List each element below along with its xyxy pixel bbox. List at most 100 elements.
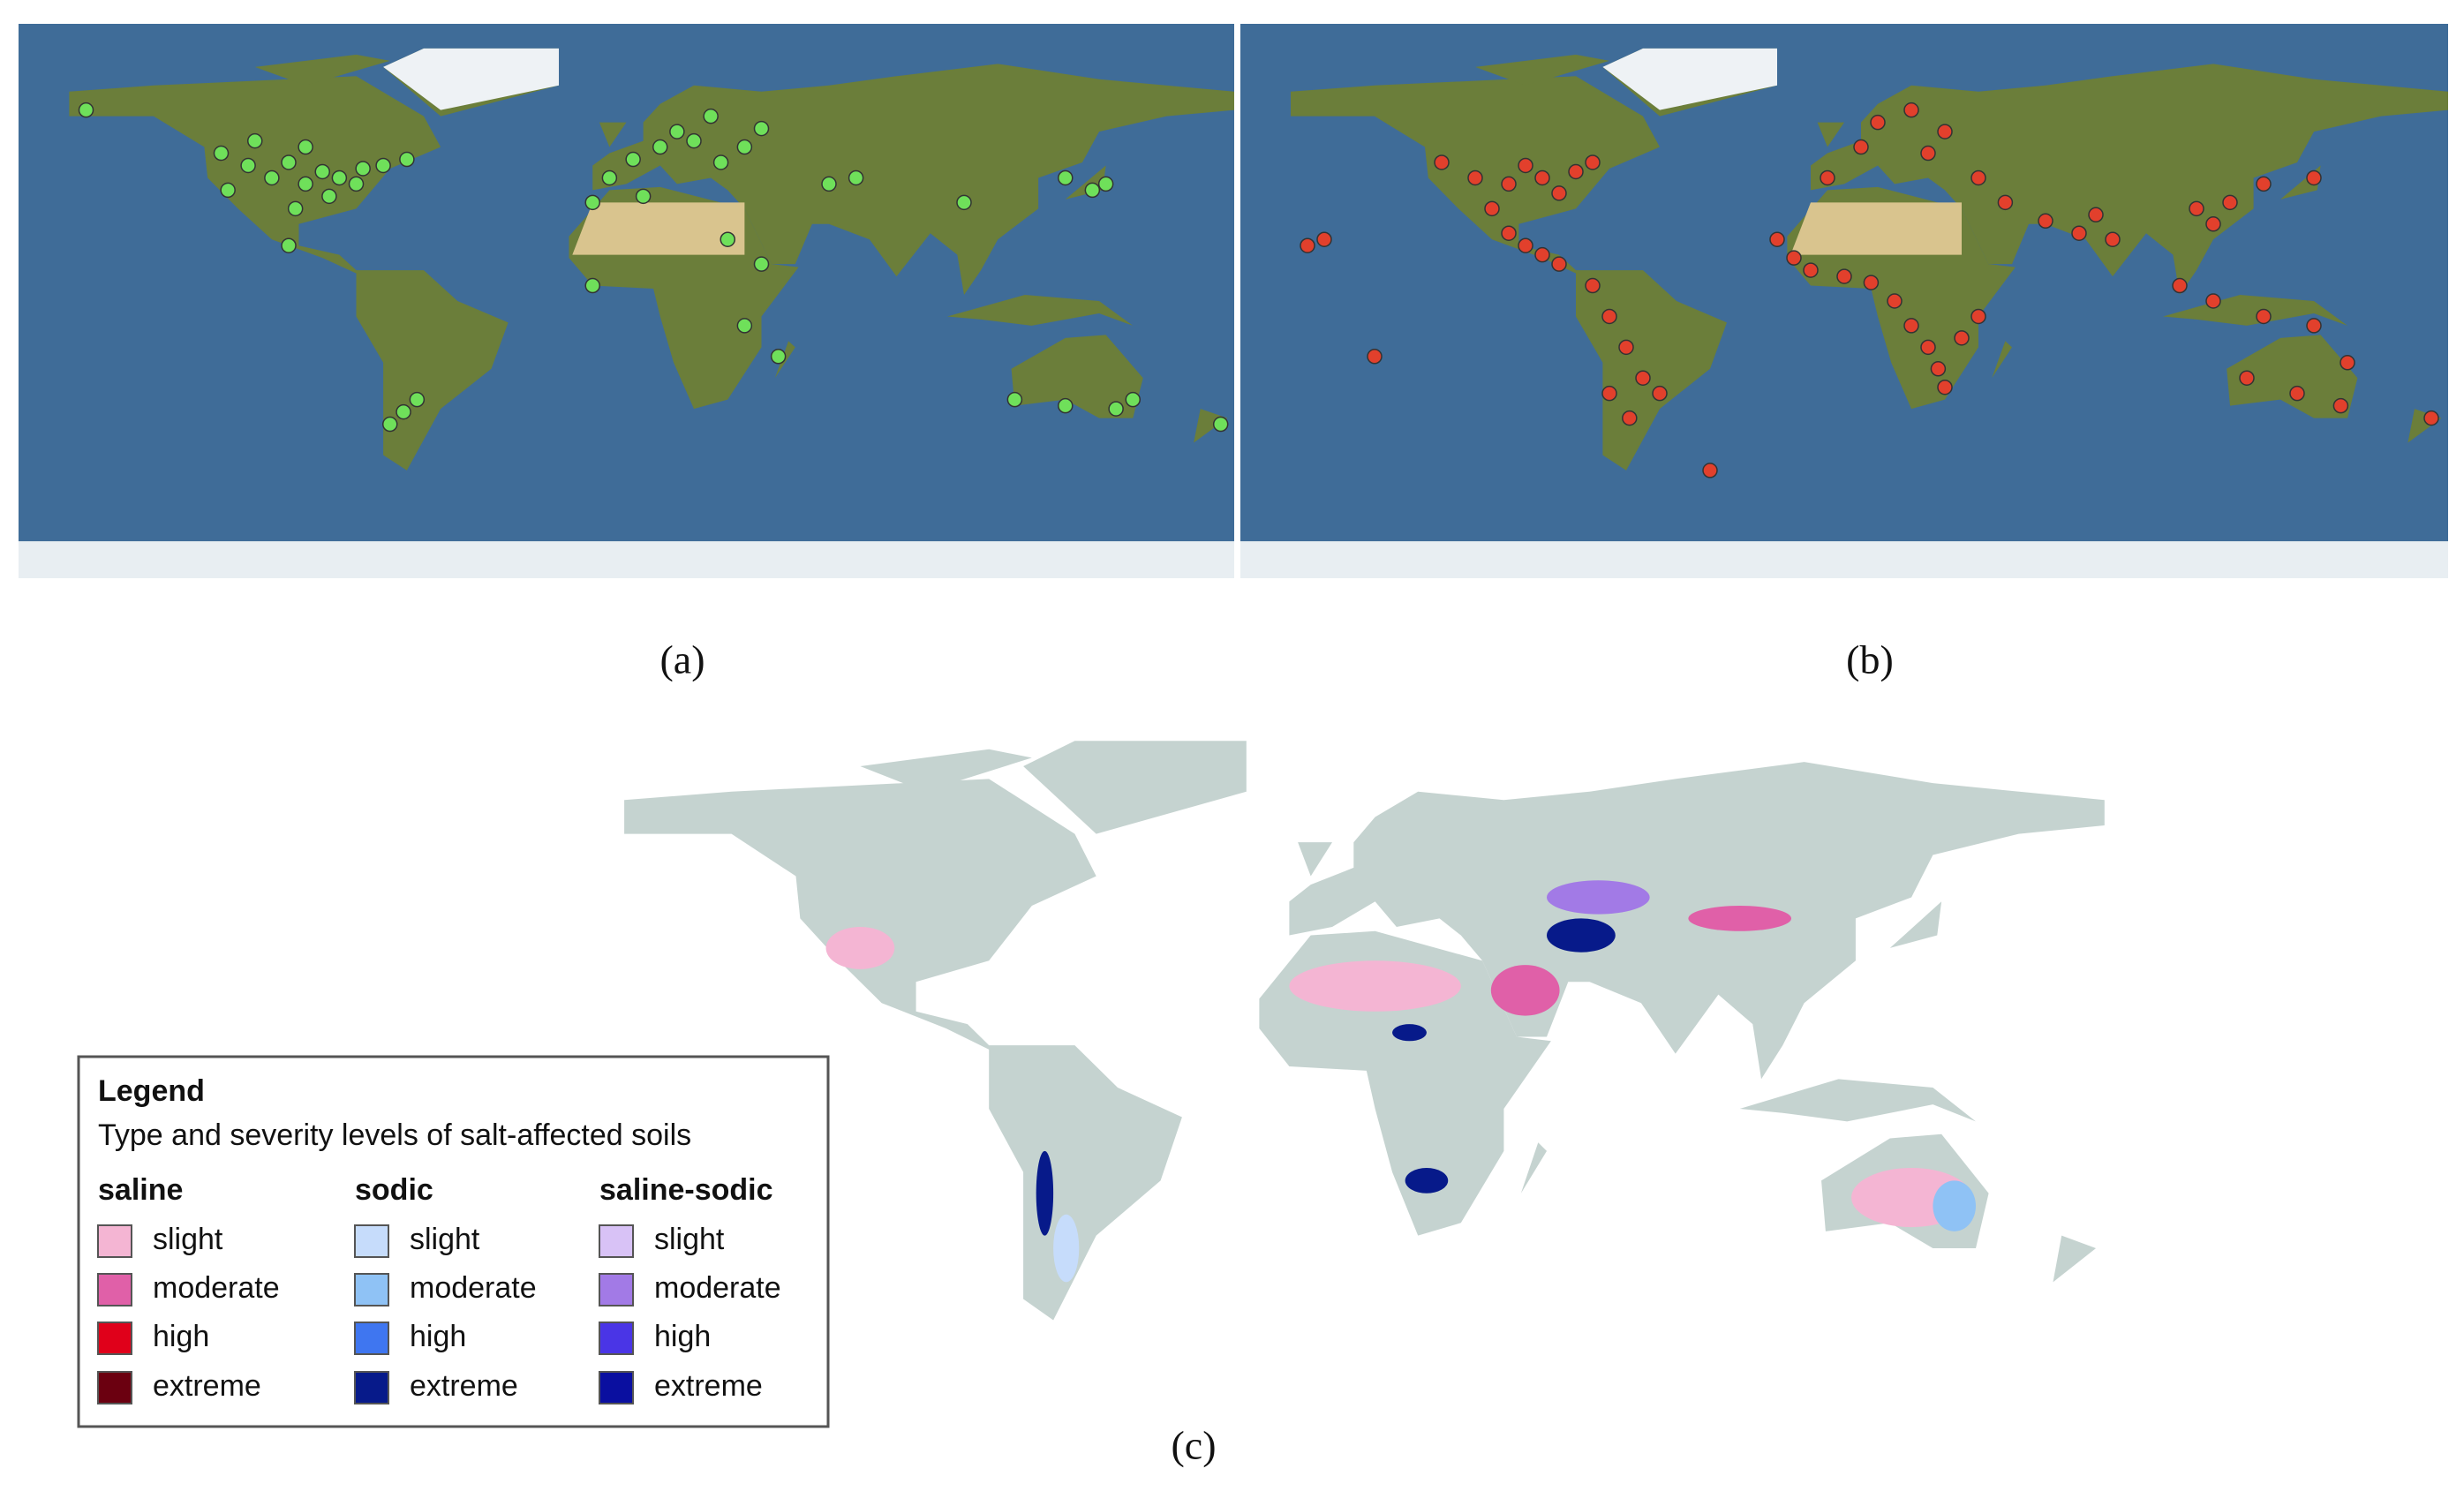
site-marker <box>1097 176 1114 192</box>
legend: Legend Type and severity levels of salt-… <box>77 1055 830 1428</box>
site-marker <box>2071 225 2087 241</box>
site-marker <box>584 194 600 211</box>
legend-group: saline <box>98 1173 183 1207</box>
site-marker <box>1702 463 1718 478</box>
site-marker <box>2205 293 2221 309</box>
site-marker <box>1534 169 1550 186</box>
site-marker <box>2239 370 2255 386</box>
legend-label: slight <box>410 1223 480 1256</box>
site-marker <box>1601 385 1617 402</box>
site-marker <box>1863 275 1880 290</box>
site-marker <box>2038 213 2053 230</box>
site-marker <box>1970 169 1986 186</box>
site-marker <box>1635 370 1651 386</box>
site-marker <box>1920 145 1936 162</box>
site-marker <box>753 256 770 272</box>
site-markers <box>1300 102 2439 478</box>
site-marker <box>2256 176 2272 192</box>
legend-title: Legend <box>98 1074 205 1108</box>
site-marker <box>686 132 702 149</box>
legend-label: extreme <box>410 1369 518 1403</box>
site-marker <box>2189 200 2204 217</box>
site-marker <box>1501 176 1517 192</box>
site-marker <box>2423 410 2439 426</box>
site-marker <box>1853 139 1869 155</box>
site-marker <box>601 169 618 186</box>
site-marker <box>1125 391 1141 408</box>
site-marker <box>331 169 348 186</box>
site-marker <box>1585 154 1601 170</box>
site-marker <box>1551 185 1567 201</box>
site-marker <box>720 231 735 247</box>
legend-label: moderate <box>153 1271 280 1305</box>
land <box>1240 48 2448 579</box>
site-marker <box>1084 182 1101 199</box>
panel-label: (c) <box>1171 1423 1216 1468</box>
site-marker <box>321 188 337 205</box>
site-marker <box>669 124 685 139</box>
site-marker <box>399 151 415 168</box>
site-marker <box>396 403 411 420</box>
legend-label: high <box>410 1320 466 1353</box>
site-marker <box>652 139 668 155</box>
site-marker <box>2172 277 2188 294</box>
site-marker <box>247 132 263 149</box>
site-marker <box>1903 318 1919 334</box>
legend-label: slight <box>153 1223 223 1256</box>
site-marker <box>1534 246 1550 263</box>
site-marker <box>1930 361 1947 377</box>
site-marker <box>1997 194 2014 211</box>
site-marker <box>1484 200 1500 217</box>
legend-group: sodic <box>355 1173 433 1207</box>
legend-group: saline-sodic <box>599 1173 773 1207</box>
site-marker <box>348 176 365 192</box>
site-marker <box>298 139 313 155</box>
site-marker <box>584 277 600 294</box>
site-marker <box>281 154 297 170</box>
legend-swatch <box>97 1224 132 1258</box>
site-marker <box>821 176 837 192</box>
site-marker <box>1836 268 1852 284</box>
legend-swatch <box>354 1371 389 1404</box>
site-marker <box>2332 397 2349 414</box>
panel-label: (b) <box>1846 637 1894 682</box>
map-panel-b <box>1240 24 2448 579</box>
legend-label: moderate <box>654 1271 781 1305</box>
site-marker <box>2340 355 2355 371</box>
legend-items: saline slight moderate high extreme sodic slig… <box>97 1173 781 1404</box>
site-marker <box>1367 349 1383 365</box>
site-marker <box>1212 416 1229 433</box>
site-marker <box>736 139 753 155</box>
site-marker <box>736 318 753 334</box>
site-marker <box>1058 169 1074 186</box>
legend-swatch <box>354 1322 389 1355</box>
legend-swatch <box>599 1224 634 1258</box>
site-marker <box>1820 169 1835 186</box>
site-marker <box>2306 169 2322 186</box>
site-marker <box>1803 262 1819 278</box>
legend-label: moderate <box>410 1271 537 1305</box>
site-marker <box>712 154 729 170</box>
site-marker <box>770 349 787 365</box>
legend-swatch <box>97 1322 132 1355</box>
land <box>18 48 1234 579</box>
legend-subtitle: Type and severity levels of salt-affecte… <box>98 1118 691 1152</box>
legend-box <box>77 1055 830 1428</box>
site-marker <box>625 151 641 168</box>
site-marker <box>1786 250 1802 266</box>
site-marker <box>78 102 94 118</box>
map-panel-a <box>18 24 1234 579</box>
site-marker <box>2222 194 2238 211</box>
site-marker <box>2306 318 2322 334</box>
site-marker <box>2289 385 2305 402</box>
site-marker <box>703 108 719 124</box>
site-marker <box>1769 231 1785 247</box>
site-marker <box>1585 277 1601 294</box>
site-marker <box>1300 237 1315 253</box>
site-marker <box>1903 102 1919 118</box>
land <box>624 741 2105 1321</box>
site-marker <box>1937 124 1953 139</box>
site-marker <box>281 237 297 253</box>
site-marker <box>314 163 330 180</box>
